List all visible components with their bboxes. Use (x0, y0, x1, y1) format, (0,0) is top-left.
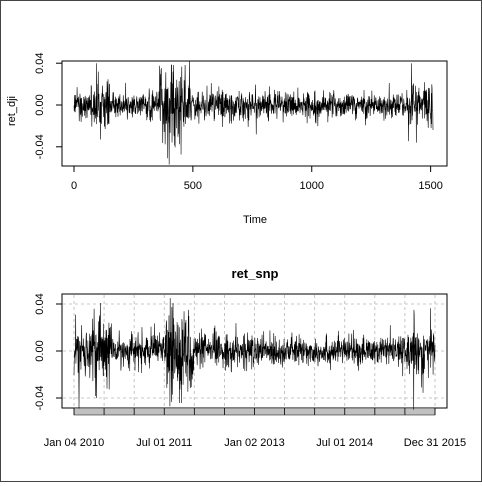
x-tick-label-bottom-2: Jan 02 2013 (224, 437, 285, 449)
x-tick-label-bottom-0: Jan 04 2010 (44, 437, 105, 449)
x-axis-top: 0 500 1000 1500 (71, 165, 443, 192)
series-line-ret-dji (73, 61, 434, 165)
y-tick-label-bottom-2: 0.04 (34, 293, 46, 314)
x-tick-label-top-1: 500 (184, 180, 202, 192)
x-tick-label-top-2: 1000 (300, 180, 324, 192)
y-tick-label-bottom-1: 0.00 (34, 340, 46, 361)
x-tick-label-bottom-1: Jul 01 2011 (136, 437, 192, 449)
y-axis-bottom: -0.04 0.00 0.04 (34, 293, 63, 411)
x-axis-bottom: Jan 04 2010 Jul 01 2011 Jan 02 2013 Jul 01 … (44, 437, 466, 449)
x-tick-label-top-0: 0 (71, 180, 77, 192)
chart-ret-dji: 0 500 1000 1500 -0.04 0.00 0.04 Time ret_dji (6, 52, 448, 226)
series-line-ret-snp (73, 298, 436, 410)
y-tick-label-top-2: 0.04 (34, 52, 46, 73)
chart-title-bottom: ret_snp (232, 266, 279, 281)
y-tick-label-top-0: -0.04 (34, 134, 46, 159)
y-tick-label-top-1: 0.00 (34, 94, 46, 115)
y-axis-title-top: ret_dji (6, 96, 18, 126)
time-axis-band-ticks (73, 408, 436, 415)
x-tick-label-bottom-4: Dec 31 2015 (404, 437, 466, 449)
y-axis-top: -0.04 0.00 0.04 (34, 52, 63, 159)
x-tick-label-top-3: 1500 (418, 180, 442, 192)
x-axis-title-top: Time (243, 214, 267, 226)
x-tick-label-bottom-3: Jul 01 2014 (316, 437, 373, 449)
y-tick-label-bottom-0: -0.04 (34, 385, 46, 410)
chart-ret-snp: ret_snp Jan 04 2010 Jul 01 2011 Jan 02 201… (34, 266, 466, 449)
